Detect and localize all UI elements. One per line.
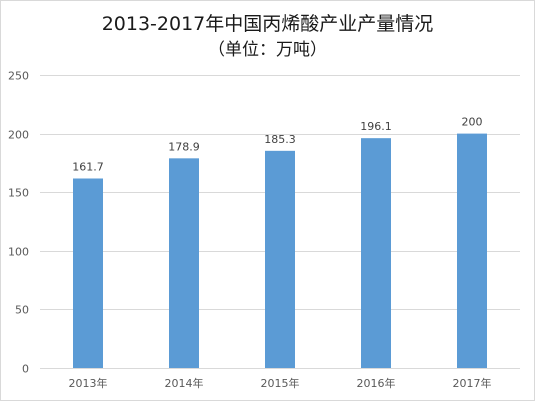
y-tick-label: 250 [8, 70, 29, 83]
y-tick-label: 200 [8, 129, 29, 142]
bar [169, 158, 199, 368]
bar [361, 138, 391, 368]
bars [73, 133, 487, 368]
bar [265, 150, 295, 368]
data-label: 185.3 [264, 133, 296, 146]
y-tick-label: 150 [8, 187, 29, 200]
data-label: 178.9 [168, 140, 200, 153]
data-label: 196.1 [360, 120, 392, 133]
x-tick-label: 2016年 [357, 376, 396, 390]
y-tick-label: 50 [15, 304, 29, 317]
x-tick-label: 2015年 [261, 376, 300, 390]
x-axis-ticks: 2013年 2014年 2015年 2016年 2017年 [69, 376, 492, 390]
data-label: 161.7 [72, 160, 104, 173]
chart-subtitle: （单位：万吨） [208, 40, 327, 60]
x-tick-label: 2014年 [165, 376, 204, 390]
bar [73, 178, 103, 368]
x-tick-label: 2017年 [453, 376, 492, 390]
bar [457, 133, 487, 368]
y-tick-label: 100 [8, 246, 29, 259]
y-axis-ticks: 0 50 100 150 200 250 [8, 70, 29, 376]
chart-title: 2013-2017年中国丙烯酸产业产量情况 [101, 13, 434, 35]
data-label: 200 [462, 116, 483, 129]
data-labels: 161.7 178.9 185.3 196.1 200 [72, 116, 482, 174]
y-tick-label: 0 [22, 363, 29, 376]
x-tick-label: 2013年 [69, 376, 108, 390]
